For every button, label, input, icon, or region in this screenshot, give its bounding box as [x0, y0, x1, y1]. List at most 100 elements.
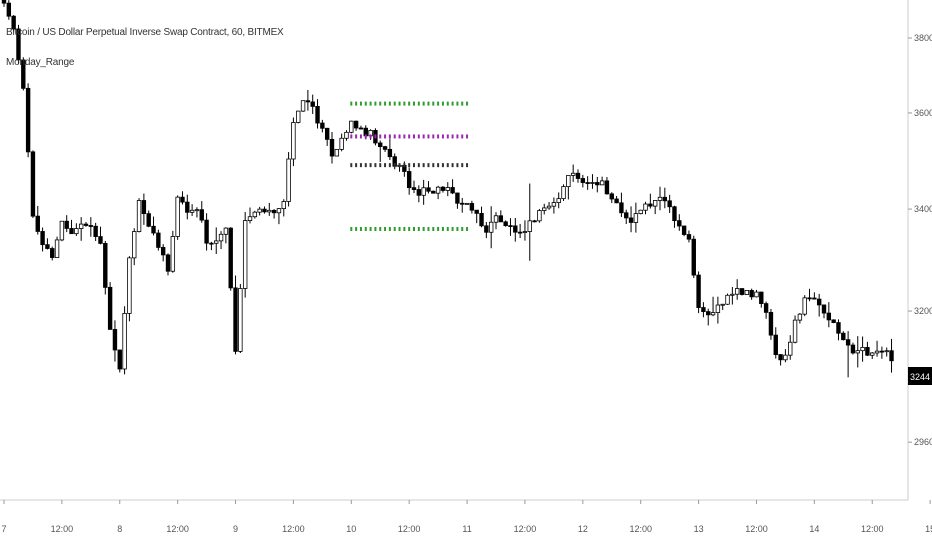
- candle-body: [816, 298, 822, 306]
- candle-body: [445, 187, 450, 191]
- candle-body: [194, 209, 200, 212]
- candle-body: [797, 313, 803, 321]
- range-dot-lower: [379, 226, 382, 231]
- range-dot-mid-upper: [422, 134, 425, 139]
- range-dot-upper: [359, 101, 362, 106]
- candle-body: [93, 225, 98, 237]
- candle-body: [599, 180, 605, 186]
- range-dot-upper: [374, 101, 377, 106]
- range-dot-mid-upper: [461, 134, 464, 139]
- candle-body: [122, 313, 127, 370]
- candle-body: [310, 101, 315, 107]
- candle-body: [681, 225, 687, 235]
- candle-body: [546, 205, 552, 209]
- range-dot-lower: [437, 226, 440, 231]
- candle-body: [503, 221, 508, 227]
- range-dot-mid-upper: [355, 134, 358, 139]
- candle-body: [315, 106, 320, 124]
- candle-body: [233, 287, 238, 352]
- candle-body: [30, 151, 36, 217]
- candle-body: [300, 100, 306, 112]
- candle-body: [657, 196, 663, 201]
- candle-body: [677, 220, 682, 227]
- candle-body: [146, 213, 151, 227]
- candle-body: [575, 172, 581, 179]
- range-dot-lower: [398, 226, 401, 231]
- candle-body: [426, 187, 431, 192]
- candle-body: [614, 198, 619, 204]
- candle-body: [826, 312, 832, 321]
- candle-body: [117, 349, 122, 370]
- range-dot-center: [461, 163, 464, 168]
- candle-body: [228, 227, 233, 289]
- candle-body: [778, 354, 783, 361]
- range-dot-mid-upper: [451, 134, 454, 139]
- range-dot-center: [466, 163, 469, 168]
- range-dot-lower: [359, 226, 362, 231]
- candle-body: [648, 203, 653, 207]
- candle-body: [88, 225, 94, 227]
- candle-body: [570, 172, 576, 176]
- candle-body: [508, 225, 513, 228]
- range-dot-lower: [350, 226, 353, 231]
- range-dot-center: [384, 163, 387, 168]
- candle-body: [691, 238, 696, 276]
- range-dot-center: [369, 163, 372, 168]
- candle-body: [874, 350, 880, 354]
- candle-body: [45, 244, 50, 249]
- candle-body: [821, 304, 827, 314]
- range-dot-center: [437, 163, 440, 168]
- range-dot-lower: [364, 226, 367, 231]
- range-dot-mid-upper: [456, 134, 459, 139]
- indicator-label[interactable]: Monday_Range: [6, 57, 75, 68]
- candle-body: [59, 220, 65, 241]
- candle-body: [850, 344, 856, 354]
- candle-body: [479, 212, 484, 227]
- candle-body: [103, 243, 108, 288]
- candle-body: [267, 209, 272, 213]
- candle-body: [107, 286, 113, 330]
- candle-body: [431, 190, 436, 194]
- range-dot-mid-upper: [388, 134, 391, 139]
- candle-body: [262, 208, 267, 213]
- candle-body: [884, 350, 889, 353]
- candle-body: [807, 297, 812, 300]
- range-dot-center: [456, 163, 459, 168]
- candle-body: [291, 122, 296, 160]
- range-dot-lower: [427, 226, 430, 231]
- candle-body: [16, 28, 21, 61]
- candle-body: [542, 207, 547, 211]
- range-dot-center: [393, 163, 396, 168]
- candle-body: [406, 171, 412, 189]
- range-dot-mid-upper: [432, 134, 435, 139]
- chart-title[interactable]: Bitcoin / US Dollar Perpetual Inverse Sw…: [6, 27, 284, 38]
- candle-body: [286, 158, 291, 202]
- candle-body: [218, 233, 224, 242]
- range-dot-center: [446, 163, 449, 168]
- candle-body: [387, 148, 393, 158]
- candle-body: [734, 288, 740, 295]
- candle-body: [127, 257, 132, 314]
- candle-body: [50, 248, 55, 258]
- range-dot-mid-upper: [417, 134, 420, 139]
- range-dot-center: [422, 163, 425, 168]
- candle-body: [175, 196, 180, 237]
- range-dot-upper: [398, 101, 401, 106]
- candle-body: [25, 87, 31, 153]
- candle-body: [865, 346, 870, 356]
- candle-body: [638, 209, 643, 215]
- candle-body: [715, 304, 721, 314]
- range-dot-lower: [408, 226, 411, 231]
- range-dot-center: [432, 163, 435, 168]
- range-dot-center: [355, 163, 358, 168]
- range-dot-upper: [384, 101, 387, 106]
- candle-body: [64, 220, 69, 229]
- time-tick-label: 13: [694, 524, 704, 534]
- candle-body: [484, 225, 489, 233]
- range-dot-upper: [388, 101, 391, 106]
- range-dot-lower: [461, 226, 464, 231]
- candle-body: [11, 15, 16, 30]
